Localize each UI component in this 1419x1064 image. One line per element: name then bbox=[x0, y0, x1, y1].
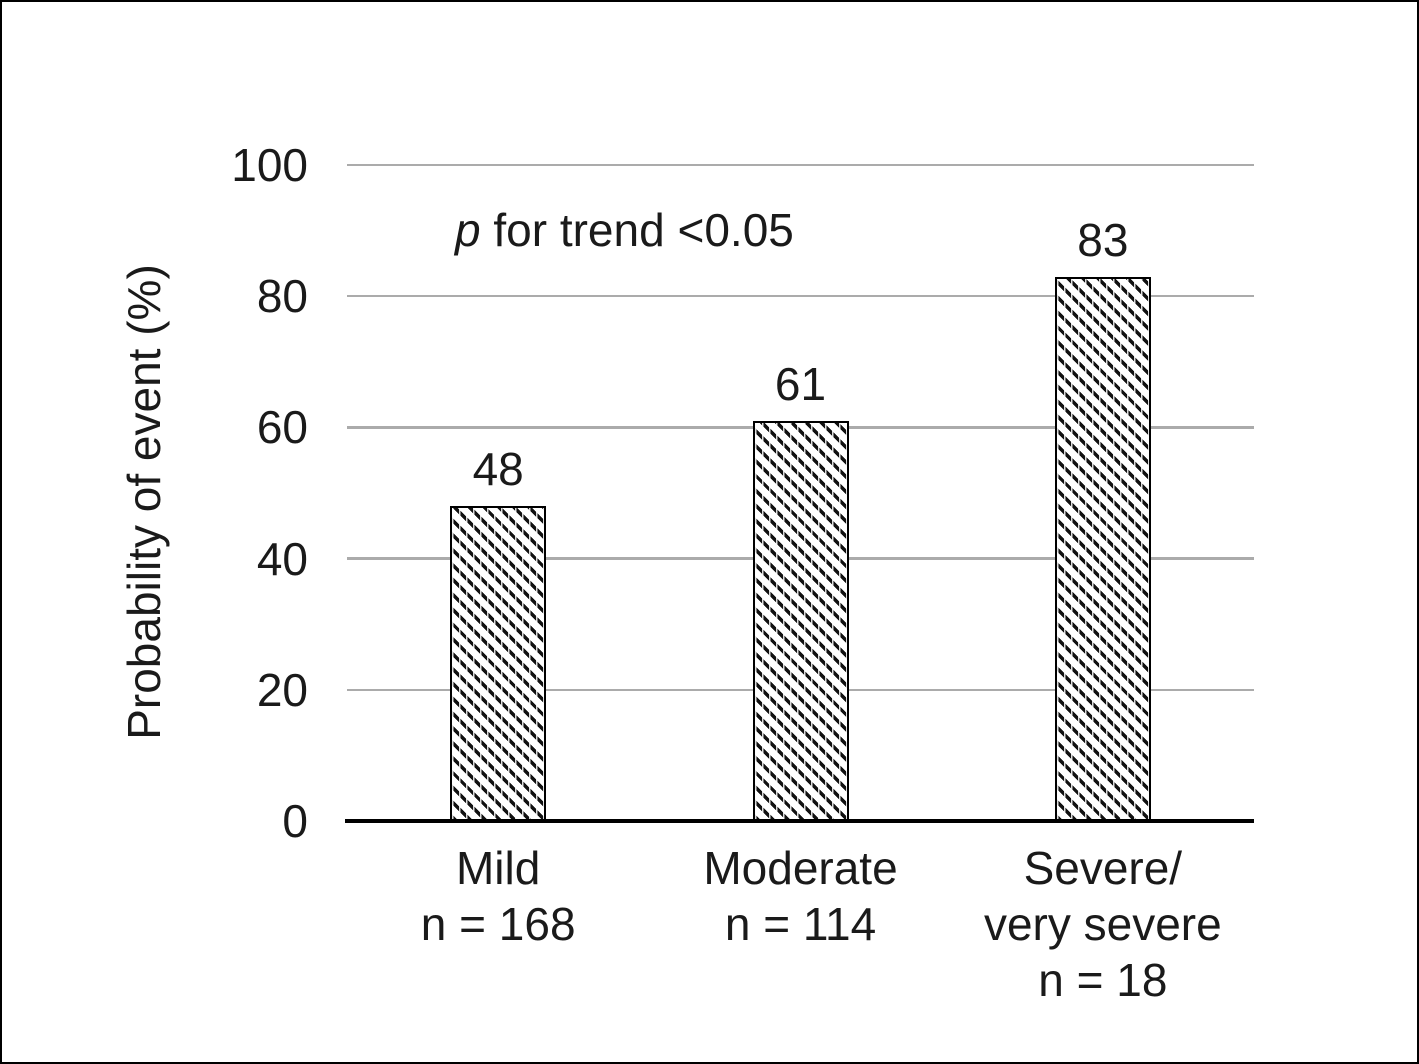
plot-area bbox=[347, 163, 1254, 821]
y-tick-label-100: 100 bbox=[231, 139, 308, 191]
annotation-p-italic: p bbox=[455, 204, 481, 256]
x-category-label-line: Mild bbox=[455, 842, 541, 894]
bar-value-label-48: 48 bbox=[472, 443, 524, 496]
gridline-80 bbox=[347, 294, 1254, 298]
y-tick-label-40: 40 bbox=[256, 532, 308, 585]
bar-Severe/very severe bbox=[1054, 276, 1151, 821]
trend-annotation: p for trend <0.05 bbox=[455, 203, 794, 257]
x-axis-line bbox=[345, 819, 1254, 823]
y-tick-label-20: 20 bbox=[256, 663, 308, 716]
bar-value-label-83: 83 bbox=[1077, 213, 1129, 266]
x-category-label-line: n = 18 bbox=[1038, 954, 1168, 1006]
x-category-label-line: Moderate bbox=[703, 842, 898, 894]
y-tick-label-0: 0 bbox=[282, 795, 308, 847]
x-category-label-line: Severe/ bbox=[1023, 842, 1183, 894]
x-category-label-Moderate: Moderate n = 114 bbox=[703, 840, 897, 952]
y-tick-label-60: 60 bbox=[256, 401, 308, 454]
bar-Mild bbox=[450, 506, 547, 821]
gridline-100 bbox=[347, 163, 1254, 167]
bar-Moderate bbox=[752, 420, 849, 821]
x-category-label-line: very severe bbox=[983, 898, 1222, 950]
bar-value-label-61: 61 bbox=[774, 357, 827, 410]
x-category-label-line: n = 168 bbox=[420, 898, 576, 950]
x-category-label-line: n = 114 bbox=[724, 898, 877, 950]
y-tick-label-80: 80 bbox=[256, 270, 308, 323]
x-category-label-Severe/very severe: Severe/very severe n = 18 bbox=[984, 840, 1222, 1008]
x-category-label-Mild: Mild n = 168 bbox=[421, 840, 576, 952]
annotation-rest-text: for trend <0.05 bbox=[480, 204, 794, 256]
